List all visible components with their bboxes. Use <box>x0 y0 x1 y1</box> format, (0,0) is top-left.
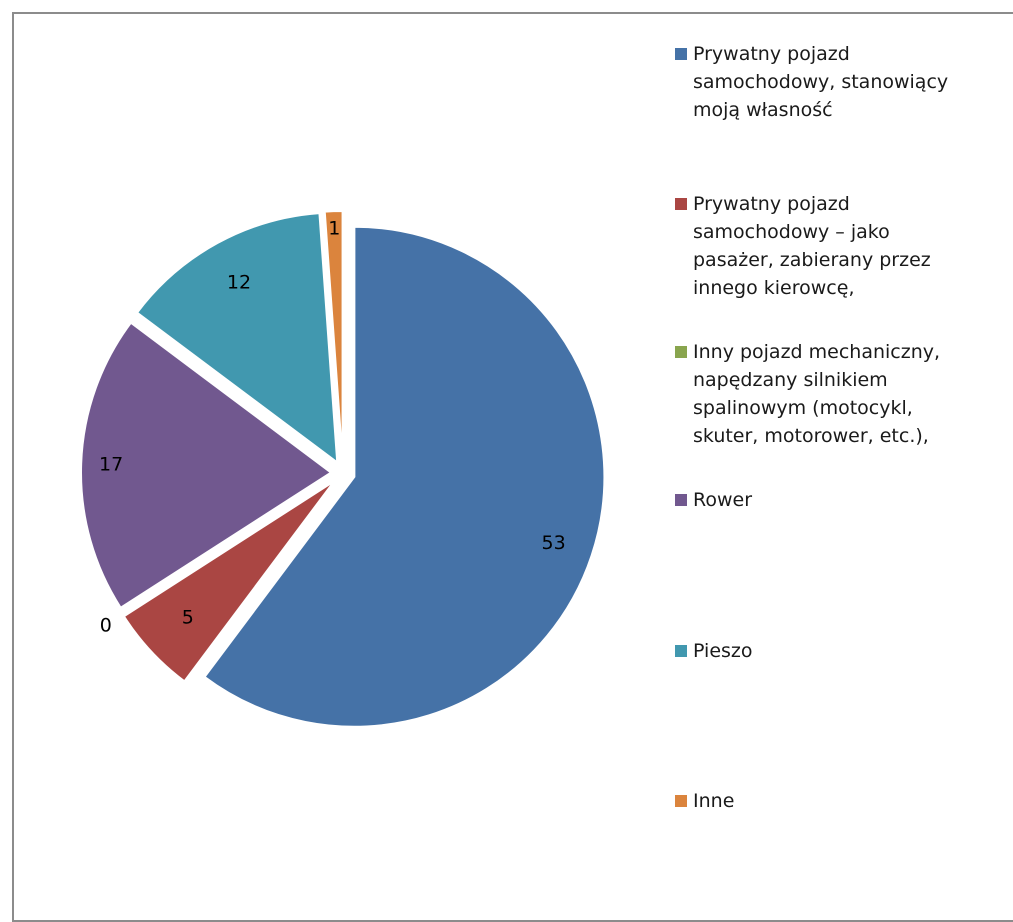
pie-slice-walking <box>135 212 339 465</box>
data-label-other: 1 <box>328 218 340 240</box>
data-label-own-car: 53 <box>542 532 566 554</box>
legend-label-other: Inne <box>693 790 735 812</box>
legend-item-bicycle: Rower <box>675 486 1005 514</box>
legend-label-other-motor-vehicle: Inny pojazd mechaniczny, napędzany silni… <box>693 341 941 447</box>
pie-slice-other <box>323 210 344 462</box>
pie-slice-bicycle <box>80 321 333 610</box>
legend-item-own-car: Prywatny pojazd samochodowy, stanowiący … <box>675 40 1005 124</box>
legend-label-bicycle: Rower <box>693 489 753 511</box>
data-label-passenger: 5 <box>182 606 194 628</box>
pie-slice-own-car <box>203 225 606 728</box>
pie-slices <box>80 210 606 728</box>
legend-swatch-bicycle <box>675 494 687 506</box>
legend-item-walking: Pieszo <box>675 637 1005 665</box>
data-label-walking: 12 <box>227 272 251 294</box>
data-label-bicycle: 17 <box>99 454 123 476</box>
legend-label-passenger: Prywatny pojazd samochodowy – jako pasaż… <box>693 193 931 299</box>
data-label-other-motor-vehicle: 0 <box>100 614 112 636</box>
legend: Prywatny pojazd samochodowy, stanowiący … <box>675 40 1005 840</box>
legend-swatch-other <box>675 795 687 807</box>
legend-item-other-motor-vehicle: Inny pojazd mechaniczny, napędzany silni… <box>675 338 1005 450</box>
legend-swatch-own-car <box>675 48 687 60</box>
legend-swatch-passenger <box>675 198 687 210</box>
legend-swatch-other-motor-vehicle <box>675 346 687 358</box>
pie-data-labels: 53 5 0 17 12 1 <box>99 218 566 637</box>
legend-swatch-walking <box>675 645 687 657</box>
pie-slice-passenger <box>122 480 336 683</box>
legend-label-own-car: Prywatny pojazd samochodowy, stanowiący … <box>693 43 949 121</box>
legend-item-other: Inne <box>675 787 1005 815</box>
legend-item-passenger: Prywatny pojazd samochodowy – jako pasaż… <box>675 190 1005 302</box>
legend-label-walking: Pieszo <box>693 640 753 662</box>
